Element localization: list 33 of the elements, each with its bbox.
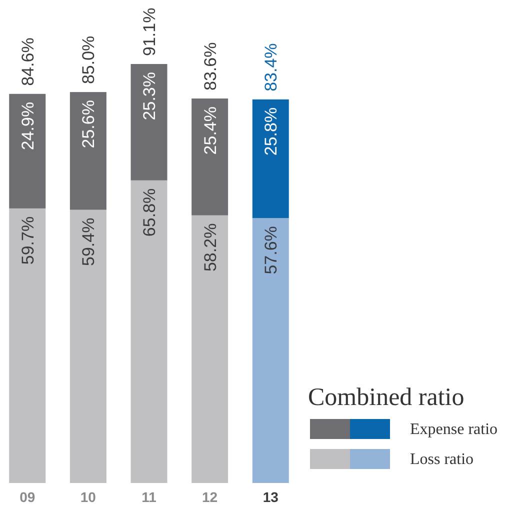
bar (130, 180, 168, 483)
data-label: 25.6% (79, 100, 98, 148)
data-label: 59.4% (79, 218, 98, 266)
bar (70, 210, 106, 483)
data-label: 58.2% (200, 223, 220, 272)
total-label: 83.6% (200, 42, 220, 90)
bar (130, 64, 168, 180)
data-label: 25.3% (140, 72, 159, 120)
total-label: 91.1% (140, 8, 159, 56)
data-label: 57.6% (262, 226, 281, 274)
bar (192, 215, 228, 483)
x-tick-label: 10 (80, 489, 96, 505)
x-tick-label: 11 (142, 489, 157, 505)
data-label: 25.8% (262, 107, 281, 156)
legend-label: Expense ratio (410, 421, 498, 438)
bar (9, 94, 46, 208)
total-label: 84.6% (18, 38, 38, 86)
data-label: 24.9% (18, 102, 38, 150)
bar (192, 98, 228, 216)
total-label: 85.0% (79, 36, 98, 84)
x-tick-label: 12 (202, 489, 218, 505)
bar (252, 99, 289, 218)
legend-label: Loss ratio (410, 451, 474, 468)
data-label: 25.4% (200, 106, 220, 155)
x-tick-label: 09 (20, 489, 36, 505)
bar (252, 218, 289, 483)
legend-title: Combined ratio (308, 384, 464, 411)
bar (9, 208, 46, 483)
x-tick-label: 13 (262, 489, 279, 505)
data-label: 59.7% (18, 216, 38, 265)
data-label: 65.8% (140, 188, 159, 237)
bar (70, 92, 106, 210)
total-label: 83.4% (262, 43, 281, 92)
